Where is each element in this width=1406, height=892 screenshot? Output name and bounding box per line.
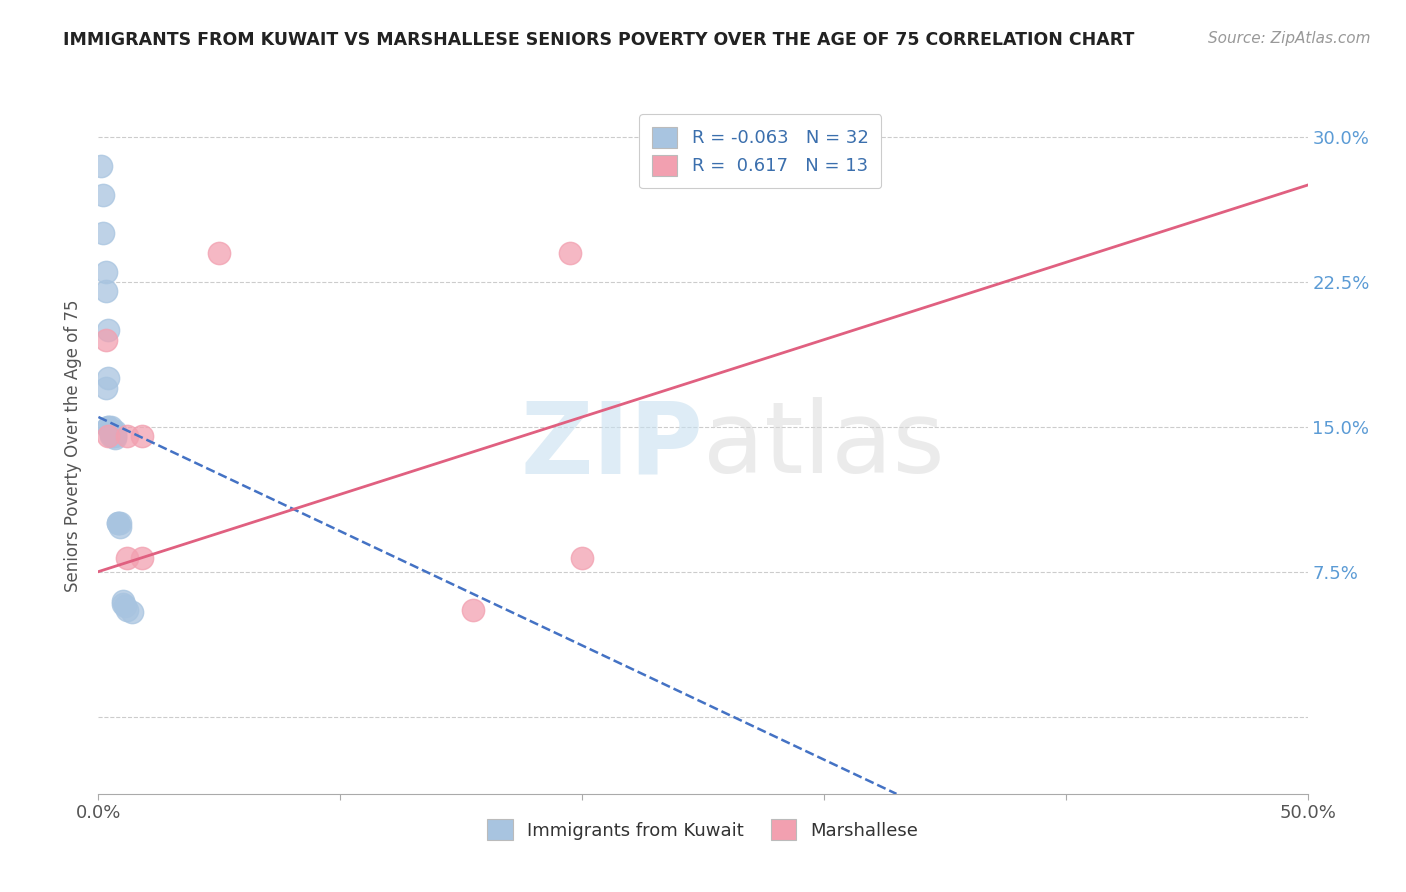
Point <box>90 159 112 173</box>
Point <box>104 429 127 443</box>
Point <box>121 605 143 619</box>
Point <box>94 285 117 299</box>
Point <box>100 429 122 443</box>
Point <box>91 227 114 241</box>
Point <box>101 429 124 443</box>
Point <box>117 603 139 617</box>
Point <box>101 424 124 438</box>
Point <box>97 371 120 385</box>
Point <box>131 429 153 443</box>
Point <box>100 424 122 438</box>
Point <box>104 424 127 438</box>
Point <box>463 603 485 617</box>
Point <box>91 187 114 202</box>
Point <box>100 419 122 434</box>
Text: atlas: atlas <box>703 398 945 494</box>
Point <box>100 424 122 438</box>
Y-axis label: Seniors Poverty Over the Age of 75: Seniors Poverty Over the Age of 75 <box>65 300 83 592</box>
Point <box>208 245 231 260</box>
Point <box>108 520 131 534</box>
Point <box>101 427 124 442</box>
Text: ZIP: ZIP <box>520 398 703 494</box>
Point <box>107 516 129 531</box>
Point <box>94 381 117 395</box>
Point <box>111 593 134 607</box>
Point <box>131 551 153 566</box>
Point <box>558 245 581 260</box>
Point <box>94 333 117 347</box>
Point <box>94 265 117 279</box>
Point <box>571 551 593 566</box>
Point <box>104 431 127 445</box>
Point <box>97 429 120 443</box>
Point <box>108 516 131 531</box>
Point <box>97 419 120 434</box>
Point <box>111 598 134 612</box>
Point <box>97 419 120 434</box>
Point <box>107 516 129 531</box>
Point <box>104 427 127 442</box>
Point <box>97 323 120 337</box>
Point <box>101 425 124 440</box>
Point <box>117 429 139 443</box>
Point <box>114 599 136 614</box>
Point <box>117 551 139 566</box>
Legend: Immigrants from Kuwait, Marshallese: Immigrants from Kuwait, Marshallese <box>481 813 925 847</box>
Text: IMMIGRANTS FROM KUWAIT VS MARSHALLESE SENIORS POVERTY OVER THE AGE OF 75 CORRELA: IMMIGRANTS FROM KUWAIT VS MARSHALLESE SE… <box>63 31 1135 49</box>
Text: Source: ZipAtlas.com: Source: ZipAtlas.com <box>1208 31 1371 46</box>
Point <box>100 427 122 442</box>
